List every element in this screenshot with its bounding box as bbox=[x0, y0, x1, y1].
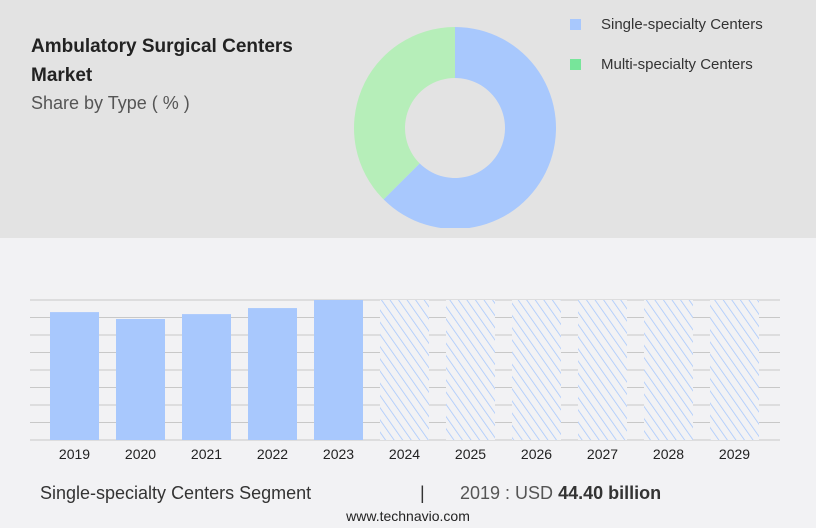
page-subtitle: Share by Type ( % ) bbox=[31, 93, 190, 113]
legend-label: Multi-specialty Centers bbox=[601, 55, 753, 73]
x-tick-label: 2024 bbox=[389, 446, 420, 462]
segment-label: Single-specialty Centers Segment bbox=[40, 483, 312, 503]
bar bbox=[248, 308, 297, 440]
legend-item: Single-specialty Centers bbox=[570, 14, 763, 34]
donut-chart bbox=[353, 27, 556, 228]
separator: | bbox=[420, 483, 425, 503]
source-url: www.technavio.com bbox=[346, 508, 470, 524]
legend: Single-specialty Centers Multi-specialty… bbox=[570, 14, 763, 94]
donut-slice bbox=[353, 27, 455, 200]
x-tick-label: 2023 bbox=[323, 446, 354, 462]
x-axis-ticks: 2019 2020 2021 2022 2023 2024 2025 2026 2027 2028… bbox=[59, 446, 750, 462]
x-tick-label: 2026 bbox=[521, 446, 552, 462]
bar bbox=[314, 300, 363, 440]
legend-swatch bbox=[570, 58, 581, 70]
year-label: 2019 : USD bbox=[460, 483, 554, 503]
forecast-bar bbox=[644, 300, 693, 440]
x-tick-label: 2028 bbox=[653, 446, 684, 462]
x-tick-label: 2022 bbox=[257, 446, 288, 462]
x-tick-label: 2027 bbox=[587, 446, 618, 462]
page-title: Ambulatory Surgical Centers Market bbox=[31, 36, 293, 86]
forecast-bar bbox=[710, 300, 759, 440]
donut-slice bbox=[383, 27, 556, 228]
forecast-bar bbox=[512, 300, 561, 440]
x-tick-label: 2029 bbox=[719, 446, 750, 462]
x-tick-label: 2021 bbox=[191, 446, 222, 462]
x-tick-label: 2019 bbox=[59, 446, 90, 462]
legend-swatch bbox=[570, 18, 581, 30]
x-tick-label: 2025 bbox=[455, 446, 486, 462]
bar bbox=[50, 312, 99, 440]
value-readout: 2019 : USD 44.40 billion bbox=[460, 483, 661, 504]
segment-value: 44.40 billion bbox=[558, 483, 662, 503]
x-tick-label: 2020 bbox=[125, 446, 156, 462]
legend-label: Single-specialty Centers bbox=[601, 15, 763, 33]
bar-chart bbox=[50, 300, 759, 440]
legend-item: Multi-specialty Centers bbox=[570, 54, 763, 74]
bar bbox=[116, 319, 165, 440]
bar bbox=[182, 314, 231, 440]
forecast-bar bbox=[380, 300, 429, 440]
forecast-bar bbox=[446, 300, 495, 440]
forecast-bar bbox=[578, 300, 627, 440]
